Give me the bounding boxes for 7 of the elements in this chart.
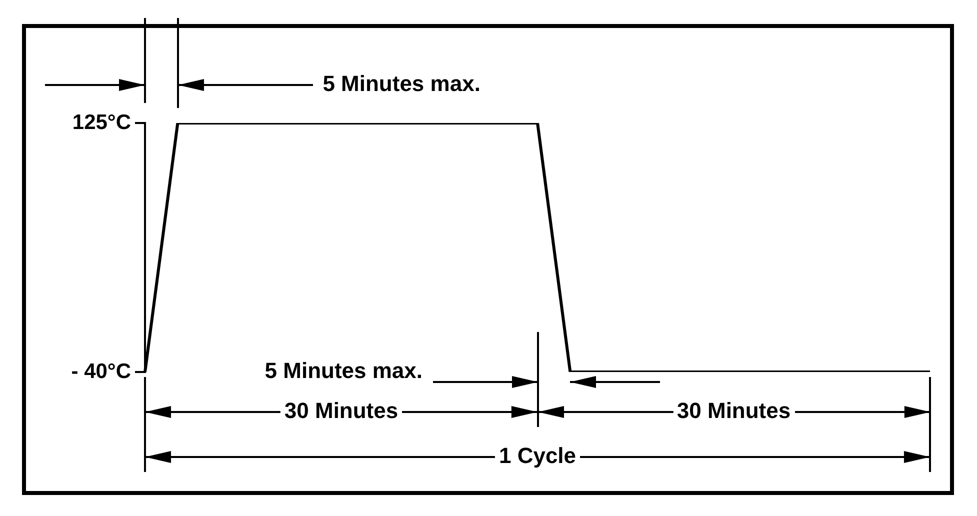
text: 5 Minutes max. [322, 71, 480, 96]
text: 1 Cycle [498, 443, 576, 468]
annotation: 5 Minutes max. [264, 358, 422, 384]
y-tick-label: 125°C [72, 110, 131, 134]
text: 30 Minutes [676, 398, 791, 424]
y-tick-label: - 40°C [71, 360, 131, 383]
text: 30 Minutes [284, 398, 398, 424]
